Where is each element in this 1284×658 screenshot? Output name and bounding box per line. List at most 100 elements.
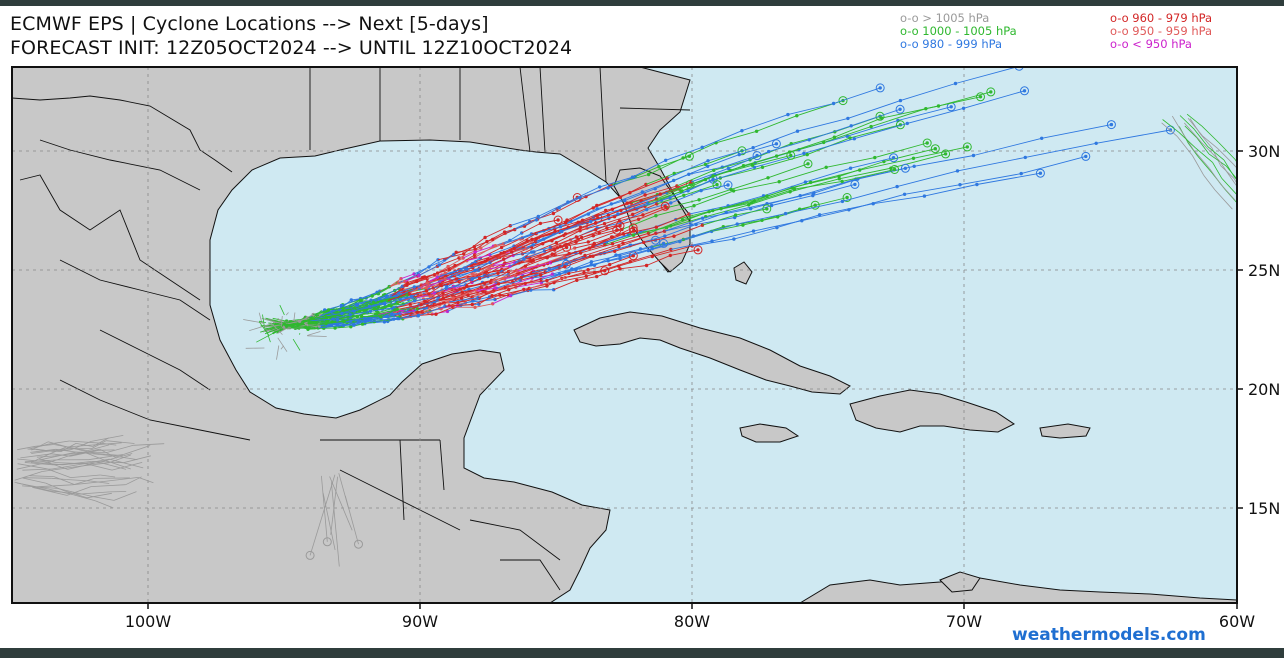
track-point xyxy=(687,154,692,158)
track-segment xyxy=(552,268,572,275)
track-segment xyxy=(1197,155,1213,174)
track-segment xyxy=(629,177,668,194)
track-segment xyxy=(446,284,466,289)
legend-item-960-979: o-o 960 - 979 hPa xyxy=(1110,11,1213,25)
track-segment xyxy=(1203,174,1216,191)
track-point xyxy=(846,116,850,121)
track-segment xyxy=(612,232,649,245)
track-segment xyxy=(330,476,338,535)
track-segment xyxy=(498,281,513,285)
track-segment xyxy=(393,315,419,320)
track-segment xyxy=(762,154,808,168)
track-segment xyxy=(1182,132,1194,151)
track-segment xyxy=(591,255,620,263)
track-segment xyxy=(389,278,402,287)
track-end-marker xyxy=(762,204,772,214)
south-america-peninsula xyxy=(939,571,981,593)
track-segment xyxy=(883,148,936,162)
track-segment xyxy=(22,485,58,489)
track-segment xyxy=(801,209,850,222)
track-segment xyxy=(847,120,899,137)
track-point xyxy=(933,147,937,151)
track-point xyxy=(631,226,635,230)
track-segment xyxy=(344,495,359,545)
track-point xyxy=(465,284,469,288)
track-segment xyxy=(728,151,769,169)
track-segment xyxy=(555,247,575,256)
track-segment xyxy=(100,474,116,478)
track-segment xyxy=(723,219,763,228)
track-segment xyxy=(851,108,901,127)
track-segment xyxy=(896,170,958,188)
track-segment xyxy=(427,278,446,284)
track-point xyxy=(451,305,455,309)
track-segment xyxy=(70,474,101,478)
track-segment xyxy=(94,477,130,479)
track-segment xyxy=(622,230,665,244)
track-segment xyxy=(538,201,569,217)
track-point xyxy=(488,253,492,257)
track-segment xyxy=(66,479,91,482)
track-segment xyxy=(624,188,656,201)
track-segment xyxy=(842,186,898,202)
track-segment xyxy=(1193,149,1211,170)
track-segment xyxy=(123,445,151,455)
track-segment xyxy=(1214,189,1233,210)
track-segment xyxy=(384,298,401,305)
track-segment xyxy=(593,206,630,218)
track-segment xyxy=(529,249,555,259)
track-segment xyxy=(302,322,316,326)
track-end-marker xyxy=(941,149,951,159)
track-segment xyxy=(482,283,499,292)
track-segment xyxy=(474,268,490,276)
track-segment xyxy=(311,317,328,321)
track-segment xyxy=(486,277,522,288)
track-point xyxy=(949,105,953,109)
track-point xyxy=(661,241,666,246)
track-end-marker xyxy=(786,150,796,160)
track-segment xyxy=(854,122,908,140)
track-segment xyxy=(441,281,460,287)
track-segment xyxy=(30,448,56,453)
track-segment xyxy=(607,176,636,189)
track-segment xyxy=(1021,155,1086,175)
track-segment xyxy=(475,245,494,253)
track-segment xyxy=(642,179,674,193)
track-segment xyxy=(645,173,675,185)
track-point xyxy=(477,276,482,281)
track-segment xyxy=(415,292,435,300)
track-end-marker xyxy=(842,193,852,202)
track-segment xyxy=(521,222,541,234)
track-segment xyxy=(453,278,473,288)
track-segment xyxy=(417,303,441,313)
track-segment xyxy=(623,226,657,235)
track-segment xyxy=(536,226,569,240)
track-segment xyxy=(553,279,577,291)
track-end-marker xyxy=(875,83,885,93)
track-segment xyxy=(527,230,556,242)
track-segment xyxy=(453,294,469,300)
track-segment xyxy=(540,219,559,224)
track-end-marker xyxy=(1020,86,1029,96)
track-segment xyxy=(1184,125,1198,139)
track-segment xyxy=(370,314,395,321)
track-segment xyxy=(380,308,398,318)
track-segment xyxy=(560,221,591,232)
track-segment xyxy=(307,335,327,337)
lon-label-100w: 100W xyxy=(125,612,172,631)
track-point xyxy=(853,182,857,187)
track-segment xyxy=(648,219,683,234)
track-segment xyxy=(532,273,560,279)
track-segment xyxy=(489,251,512,263)
track-segment xyxy=(621,215,657,230)
track-segment xyxy=(113,455,138,461)
track-segment xyxy=(702,208,751,219)
track-segment xyxy=(873,195,925,205)
track-segment xyxy=(726,203,768,213)
track-point xyxy=(443,276,448,281)
track-segment xyxy=(113,491,137,501)
legend-item-980-999: o-o 980 - 999 hPa xyxy=(900,37,1003,51)
track-segment xyxy=(510,215,539,227)
track-segment xyxy=(544,246,561,252)
